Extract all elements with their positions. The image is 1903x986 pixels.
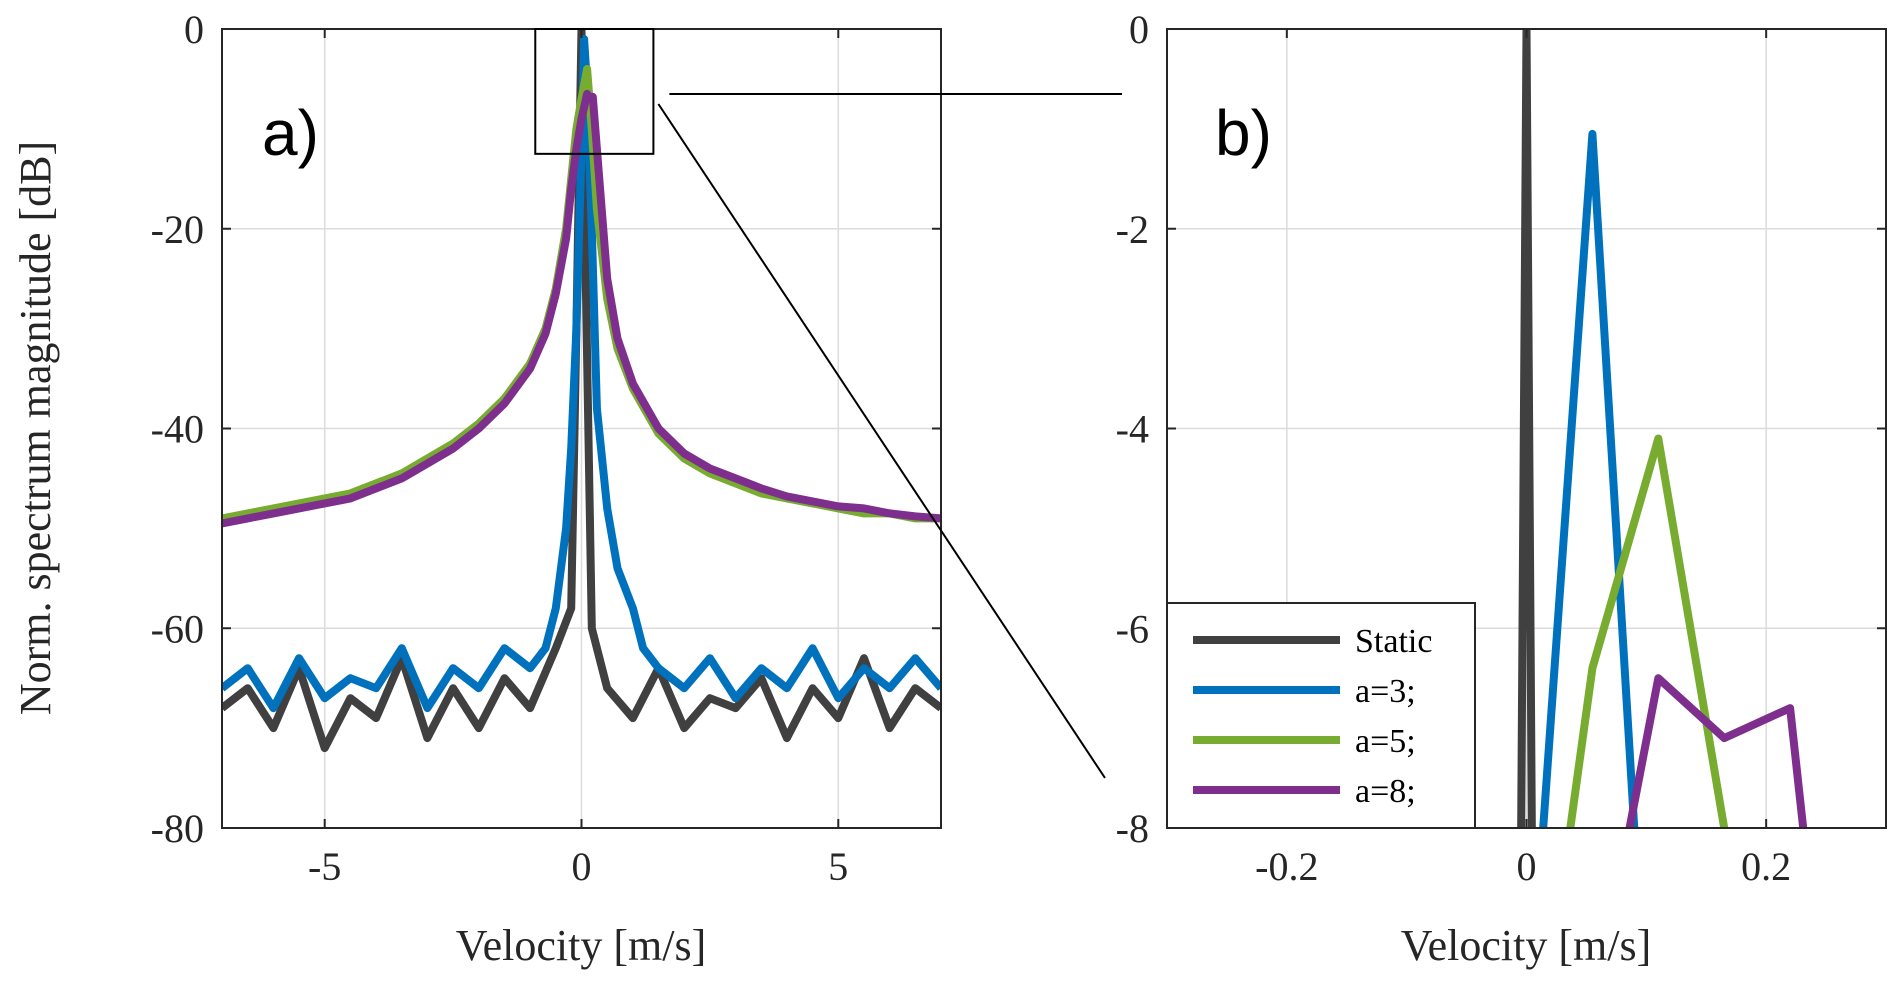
legend-items: Static a=3; a=5; a=8; [1193,623,1432,810]
panel-b-annotation: b) [1215,97,1272,169]
y-tick-label: -8 [1116,806,1149,851]
y-tick-label: -20 [151,207,204,252]
zoom-rectangle [534,28,655,155]
zoom-connector-lines [657,93,1122,779]
y-tick-label: -6 [1116,606,1149,651]
panel-b-series [1517,29,1808,828]
panel-a-annotation: a) [262,97,319,169]
panel-a-chart: -5 0 5 0 -20 -40 -60 -80 a) Velocity [m/s] Norm… [11,7,942,970]
connector-line-bottom [657,103,1106,779]
panel-a-series [222,29,941,753]
panel-a-ticks: -5 0 5 0 -20 -40 -60 -80 [151,7,941,889]
series-line-a3 [1539,129,1639,828]
x-tick-label: 0 [572,844,592,889]
y-tick-label: 0 [184,7,204,52]
y-tick-label: 0 [1129,7,1149,52]
x-tick-label: -0.2 [1255,844,1318,889]
panel-b-ticks: -0.2 0 0.2 0 -2 -4 -6 -8 [1116,7,1886,889]
legend-label: a=3; [1355,673,1416,710]
series-line-static [222,29,941,753]
x-tick-label: 5 [828,844,848,889]
x-tick-label: -5 [308,844,341,889]
series-line-a8 [222,89,941,528]
y-tick-label: -40 [151,407,204,452]
y-tick-label: -4 [1116,407,1149,452]
series-line-a3 [222,35,941,713]
x-tick-label: 0.2 [1741,844,1791,889]
series-line-a8 [1625,674,1808,828]
panel-b-xlabel: Velocity [m/s] [1401,921,1652,970]
series-line-a5 [1566,434,1729,828]
legend: Static a=3; a=5; a=8; [1166,602,1476,829]
legend-label: a=8; [1355,773,1416,810]
panel-a-xlabel: Velocity [m/s] [456,921,707,970]
series-line-static [1517,29,1536,828]
zoom-box [534,28,655,155]
y-tick-label: -2 [1116,207,1149,252]
legend-label: Static [1355,623,1432,660]
panel-a-ylabel: Norm. spectrum magnitude [dB] [11,141,60,715]
y-tick-label: -80 [151,806,204,851]
panel-b-chart: -0.2 0 0.2 0 -2 -4 -6 -8 b) Velocity [m/s] Stat… [1116,7,1887,970]
x-tick-label: 0 [1517,844,1537,889]
y-tick-label: -60 [151,606,204,651]
legend-label: a=5; [1355,723,1416,760]
